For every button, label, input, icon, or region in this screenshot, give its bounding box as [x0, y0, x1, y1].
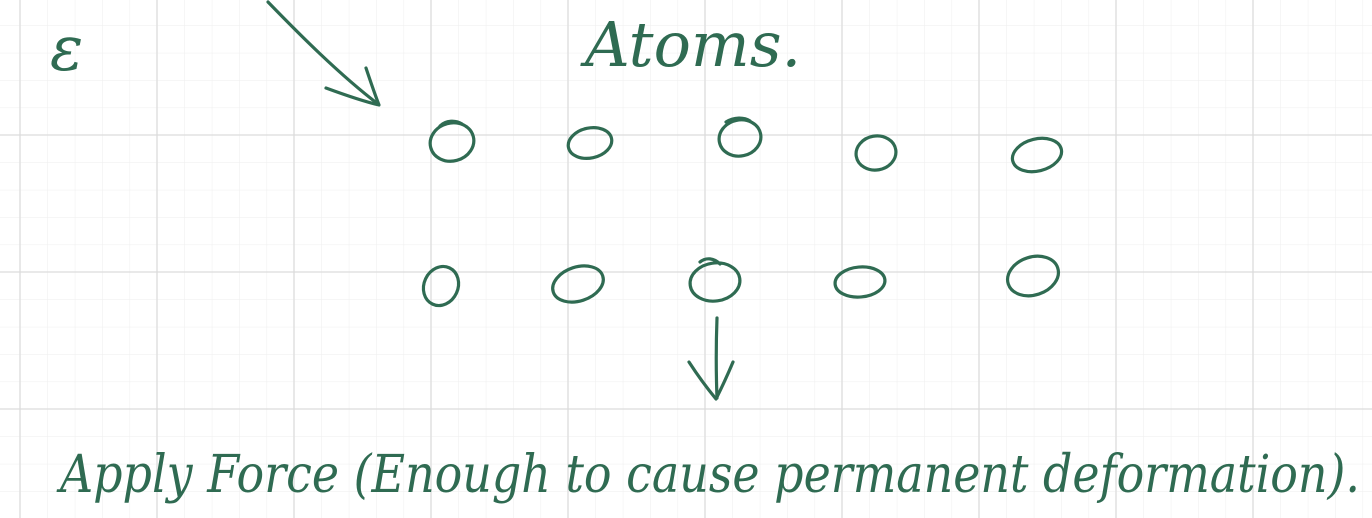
- diagonal-arrow-icon: [266, 0, 381, 107]
- atom-lattice: [421, 116, 1064, 308]
- atom-circle: [551, 264, 605, 304]
- epsilon-symbol: ε: [50, 12, 83, 85]
- caption-apply-force: Apply Force (Enough to cause permanent d…: [56, 445, 1360, 505]
- atom-circle: [717, 118, 763, 158]
- atom-circle: [566, 126, 614, 160]
- atom-circle: [854, 134, 898, 172]
- atom-circle: [421, 264, 461, 308]
- atom-circle: [1010, 136, 1064, 174]
- atom-circle: [428, 121, 476, 163]
- atom-circle: [688, 261, 742, 303]
- atom-row-top: [428, 116, 1064, 174]
- atom-circle: [1005, 254, 1061, 298]
- atom-row-bottom: [421, 254, 1061, 308]
- atom-circle: [833, 265, 887, 299]
- down-arrow-icon: [687, 316, 735, 401]
- title-atoms: Atoms.: [580, 8, 801, 81]
